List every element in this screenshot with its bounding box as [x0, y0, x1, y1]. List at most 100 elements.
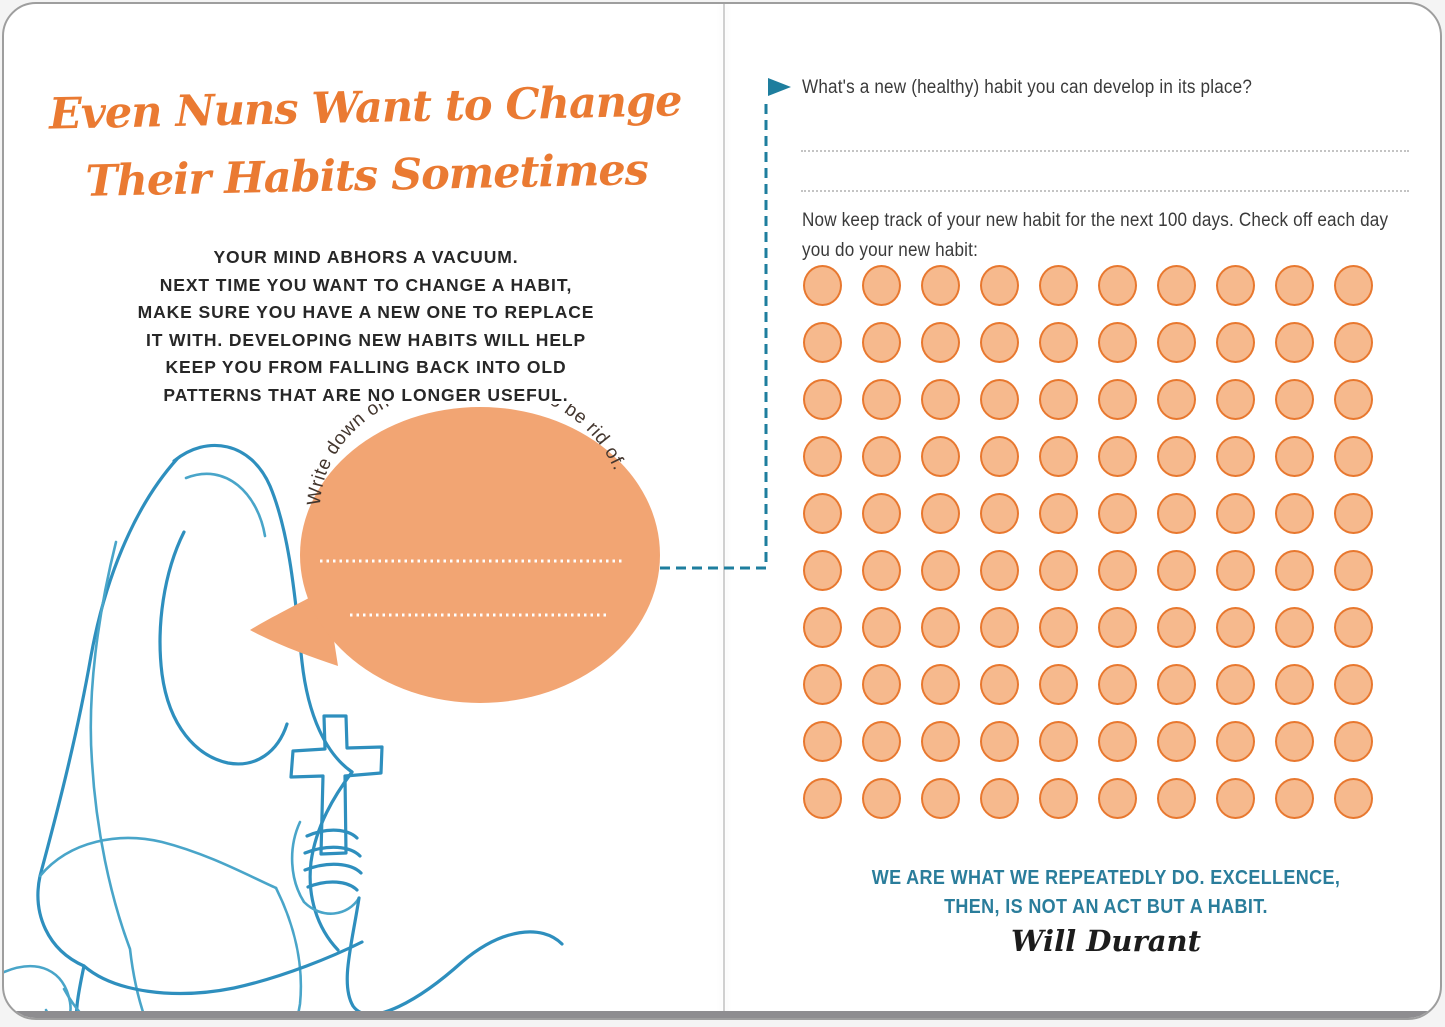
habit-day-dot[interactable] [1157, 778, 1196, 819]
habit-day-dot[interactable] [862, 436, 901, 477]
habit-day-dot[interactable] [921, 664, 960, 705]
habit-day-dot[interactable] [921, 379, 960, 420]
habit-day-dot[interactable] [1334, 493, 1373, 534]
habit-day-dot[interactable] [1098, 493, 1137, 534]
habit-day-dot[interactable] [862, 664, 901, 705]
habit-day-dot[interactable] [803, 721, 842, 762]
habit-day-dot[interactable] [1334, 322, 1373, 363]
habit-day-dot[interactable] [862, 550, 901, 591]
habit-day-dot[interactable] [980, 607, 1019, 648]
habit-day-dot[interactable] [1157, 322, 1196, 363]
habit-day-dot[interactable] [921, 778, 960, 819]
habit-day-dot[interactable] [1157, 265, 1196, 306]
habit-day-dot[interactable] [1039, 436, 1078, 477]
habit-day-dot[interactable] [980, 493, 1019, 534]
habit-day-dot[interactable] [980, 664, 1019, 705]
habit-day-dot[interactable] [980, 322, 1019, 363]
habit-day-dot[interactable] [1157, 664, 1196, 705]
habit-day-dot[interactable] [862, 778, 901, 819]
habit-day-dot[interactable] [803, 607, 842, 648]
habit-day-dot[interactable] [1157, 607, 1196, 648]
habit-day-dot[interactable] [1098, 436, 1137, 477]
habit-day-dot[interactable] [1039, 778, 1078, 819]
habit-day-dot[interactable] [1334, 721, 1373, 762]
habit-day-dot[interactable] [1098, 322, 1137, 363]
habit-day-dot[interactable] [1157, 436, 1196, 477]
habit-day-dot[interactable] [862, 379, 901, 420]
habit-day-dot[interactable] [803, 493, 842, 534]
habit-day-dot[interactable] [980, 721, 1019, 762]
habit-day-dot[interactable] [1098, 265, 1137, 306]
habit-day-dot[interactable] [1275, 550, 1314, 591]
habit-day-dot[interactable] [1039, 721, 1078, 762]
habit-day-dot[interactable] [803, 322, 842, 363]
habit-day-dot[interactable] [1039, 550, 1078, 591]
habit-day-dot[interactable] [1334, 379, 1373, 420]
habit-day-dot[interactable] [980, 778, 1019, 819]
habit-day-dot[interactable] [921, 721, 960, 762]
habit-day-dot[interactable] [1216, 664, 1255, 705]
habit-day-dot[interactable] [1098, 664, 1137, 705]
habit-day-dot[interactable] [1275, 265, 1314, 306]
habit-day-dot[interactable] [1275, 664, 1314, 705]
habit-day-dot[interactable] [803, 436, 842, 477]
habit-day-dot[interactable] [862, 265, 901, 306]
habit-day-dot[interactable] [1157, 379, 1196, 420]
habit-day-dot[interactable] [1216, 550, 1255, 591]
habit-day-dot[interactable] [1275, 322, 1314, 363]
write-line[interactable] [801, 150, 1409, 152]
habit-day-dot[interactable] [921, 493, 960, 534]
habit-day-dot[interactable] [803, 664, 842, 705]
habit-day-dot[interactable] [862, 493, 901, 534]
habit-day-dot[interactable] [1275, 721, 1314, 762]
habit-day-dot[interactable] [1039, 493, 1078, 534]
habit-day-dot[interactable] [1098, 721, 1137, 762]
habit-day-dot[interactable] [1098, 778, 1137, 819]
habit-day-dot[interactable] [1216, 493, 1255, 534]
habit-day-dot[interactable] [1275, 607, 1314, 648]
habit-day-dot[interactable] [862, 607, 901, 648]
habit-day-dot[interactable] [921, 607, 960, 648]
habit-day-dot[interactable] [803, 379, 842, 420]
habit-day-dot[interactable] [1334, 436, 1373, 477]
habit-day-dot[interactable] [1216, 607, 1255, 648]
habit-day-dot[interactable] [921, 550, 960, 591]
habit-day-dot[interactable] [803, 778, 842, 819]
habit-day-dot[interactable] [1334, 607, 1373, 648]
habit-day-dot[interactable] [1334, 265, 1373, 306]
write-line[interactable] [801, 190, 1409, 192]
habit-day-dot[interactable] [1216, 778, 1255, 819]
habit-day-dot[interactable] [1039, 379, 1078, 420]
habit-day-dot[interactable] [1098, 550, 1137, 591]
habit-day-dot[interactable] [803, 550, 842, 591]
habit-day-dot[interactable] [1157, 550, 1196, 591]
habit-day-dot[interactable] [1216, 436, 1255, 477]
habit-day-dot[interactable] [1275, 379, 1314, 420]
habit-day-dot[interactable] [921, 436, 960, 477]
habit-day-dot[interactable] [1216, 721, 1255, 762]
habit-day-dot[interactable] [1216, 322, 1255, 363]
habit-day-dot[interactable] [803, 265, 842, 306]
habit-day-dot[interactable] [1216, 379, 1255, 420]
habit-day-dot[interactable] [1334, 778, 1373, 819]
habit-day-dot[interactable] [921, 322, 960, 363]
habit-day-dot[interactable] [1039, 607, 1078, 648]
habit-day-dot[interactable] [980, 550, 1019, 591]
habit-day-dot[interactable] [1275, 493, 1314, 534]
habit-day-dot[interactable] [921, 265, 960, 306]
habit-day-dot[interactable] [1157, 721, 1196, 762]
habit-day-dot[interactable] [1039, 265, 1078, 306]
habit-day-dot[interactable] [980, 265, 1019, 306]
habit-day-dot[interactable] [1039, 322, 1078, 363]
habit-day-dot[interactable] [1334, 664, 1373, 705]
habit-day-dot[interactable] [1039, 664, 1078, 705]
habit-day-dot[interactable] [1275, 436, 1314, 477]
habit-day-dot[interactable] [1216, 265, 1255, 306]
habit-day-dot[interactable] [862, 322, 901, 363]
habit-day-dot[interactable] [1334, 550, 1373, 591]
habit-day-dot[interactable] [862, 721, 901, 762]
habit-day-dot[interactable] [1275, 778, 1314, 819]
habit-day-dot[interactable] [980, 379, 1019, 420]
habit-day-dot[interactable] [1098, 607, 1137, 648]
habit-day-dot[interactable] [1098, 379, 1137, 420]
